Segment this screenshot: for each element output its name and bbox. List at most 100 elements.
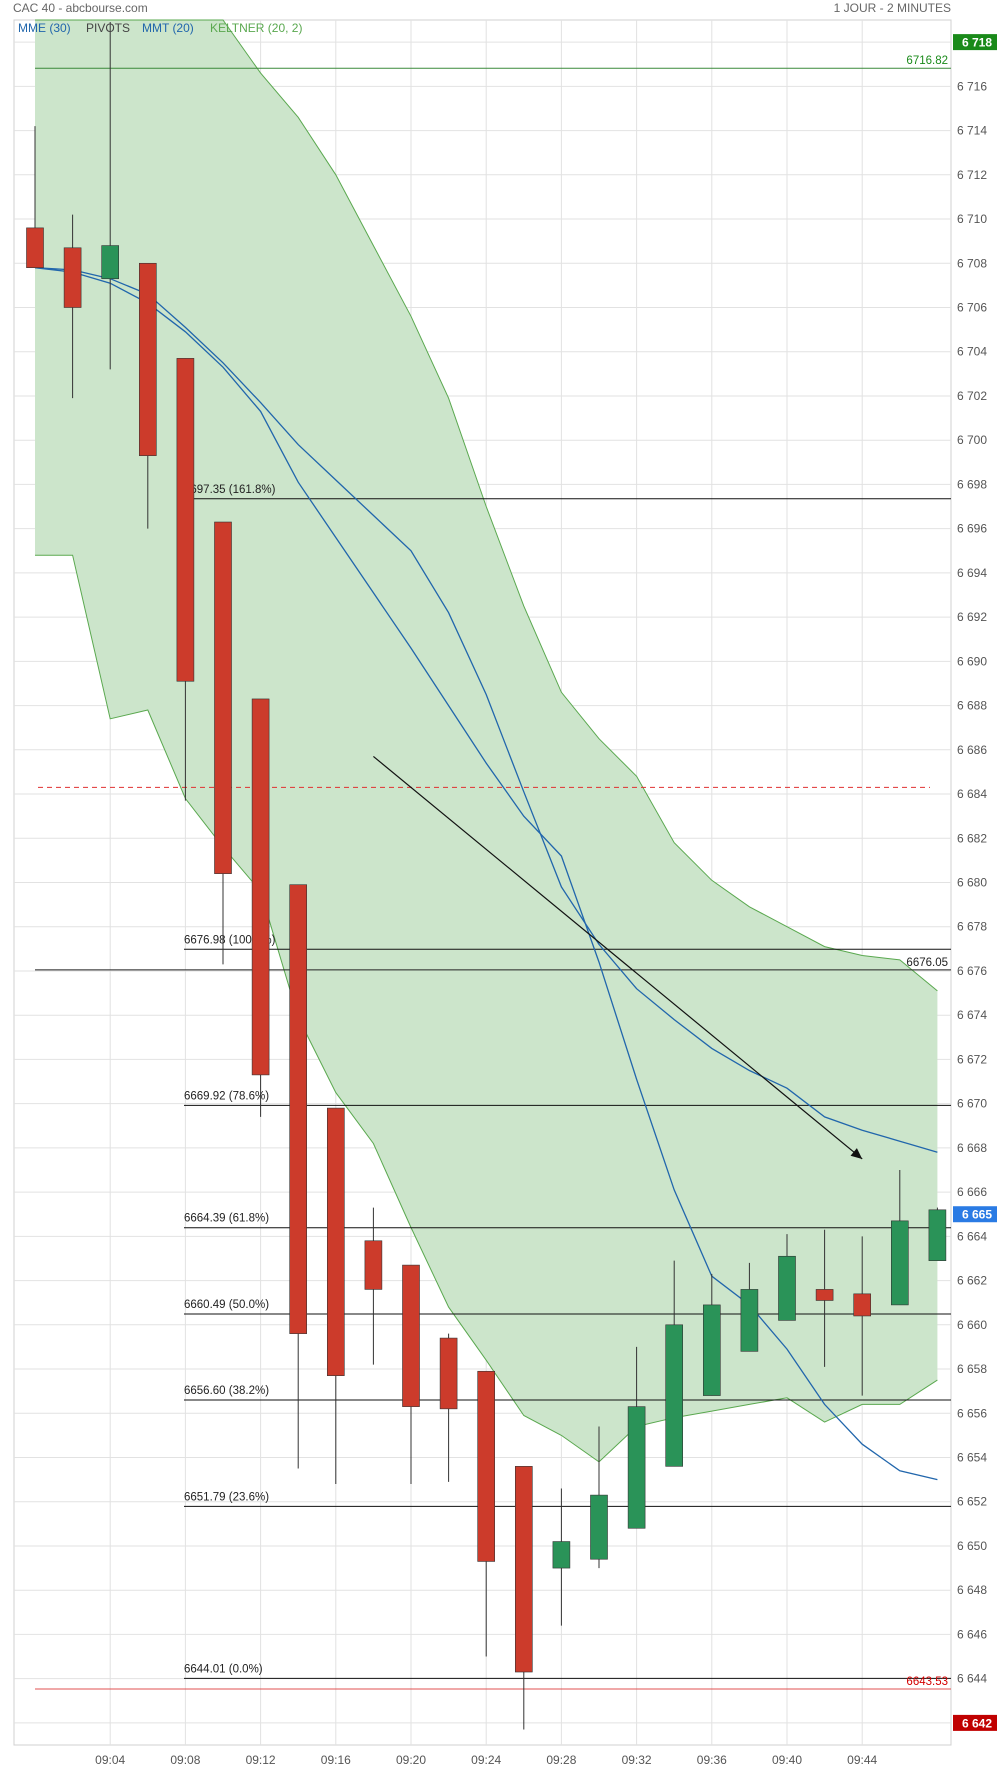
- candle-body: [853, 1293, 872, 1317]
- candle: [251, 698, 270, 1117]
- moving-averages: [34, 267, 938, 1481]
- x-tick-label: 09:08: [170, 1753, 200, 1767]
- candle-body: [326, 1107, 345, 1376]
- y-tick-label: 6 646: [957, 1627, 987, 1641]
- y-tick-label: 6 676: [957, 964, 987, 978]
- y-tick-label: 6 704: [957, 345, 987, 359]
- fib-label: 6656.60 (38.2%): [184, 1385, 269, 1397]
- x-tick-label: 09:12: [246, 1753, 276, 1767]
- legend-mme: MME (30): [18, 21, 71, 35]
- price-tag: 6 718: [953, 34, 997, 51]
- candle: [439, 1333, 458, 1482]
- candle-body: [815, 1289, 834, 1301]
- keltner-fill: [35, 20, 938, 1462]
- candle: [627, 1346, 646, 1529]
- legend-pivots: PIVOTS: [86, 21, 130, 35]
- x-tick-label: 09:40: [772, 1753, 802, 1767]
- candle-body: [778, 1255, 796, 1321]
- y-tick-label: 6 672: [957, 1052, 987, 1066]
- y-tick-label: 6 648: [957, 1583, 987, 1597]
- fib-label: 6644.01 (0.0%): [184, 1663, 263, 1675]
- candle-body: [665, 1324, 684, 1467]
- y-tick-label: 6 662: [957, 1274, 987, 1288]
- price-tag: 6 642: [953, 1714, 997, 1731]
- fib-label: 6669.92 (78.6%): [184, 1090, 269, 1102]
- x-tick-label: 09:28: [546, 1753, 576, 1767]
- candle-body: [176, 358, 195, 682]
- candle-body: [251, 698, 270, 1076]
- y-tick-label: 6 668: [957, 1141, 987, 1155]
- candle-body: [439, 1337, 458, 1410]
- candle-body: [928, 1209, 947, 1261]
- price-tag-label: 6 642: [962, 1716, 992, 1730]
- y-tick-label: 6 654: [957, 1451, 987, 1465]
- candle-body: [890, 1220, 909, 1306]
- candle-body: [214, 521, 232, 874]
- x-tick-label: 09:24: [471, 1753, 501, 1767]
- level-label: 6676.05: [906, 957, 948, 969]
- legend-keltner: KELTNER (20, 2): [210, 21, 302, 35]
- x-tick-label: 09:32: [622, 1753, 652, 1767]
- candle-body: [364, 1240, 383, 1290]
- candle: [815, 1229, 834, 1367]
- y-tick-label: 6 692: [957, 610, 987, 624]
- candle: [890, 1170, 909, 1306]
- x-tick-label: 09:20: [396, 1753, 426, 1767]
- price-tag: 6 665: [953, 1206, 997, 1223]
- y-tick-label: 6 674: [957, 1008, 987, 1022]
- trend-arrow-head: [850, 1148, 863, 1159]
- trend-arrow: [373, 755, 863, 1160]
- candle-body: [514, 1466, 533, 1673]
- y-tick-label: 6 660: [957, 1318, 987, 1332]
- level-label: 6643.53: [906, 1676, 948, 1688]
- y-tick-label: 6 652: [957, 1495, 987, 1509]
- candle: [402, 1264, 420, 1485]
- candle-body: [477, 1370, 496, 1562]
- legend-mmt: MMT (20): [142, 21, 194, 35]
- y-tick-label: 6 658: [957, 1362, 987, 1376]
- y-tick-label: 6 706: [957, 301, 987, 315]
- y-tick-label: 6 682: [957, 831, 987, 845]
- candle: [552, 1488, 571, 1626]
- x-axis: 09:04 09:08 09:12 09:16 09:20 09:24 09:28 09:32…: [95, 1753, 877, 1767]
- y-tick-label: 6 690: [957, 654, 987, 668]
- trend-arrow-line: [373, 755, 863, 1160]
- y-tick-label: 6 712: [957, 168, 987, 182]
- candle: [702, 1273, 721, 1396]
- chart-period: 1 JOUR - 2 MINUTES: [834, 1, 951, 15]
- y-tick-label: 6 710: [957, 212, 987, 226]
- mme30-line: [34, 267, 938, 1153]
- y-tick-label: 6 666: [957, 1185, 987, 1199]
- price-tag-box: [953, 1714, 997, 1731]
- candle: [665, 1260, 684, 1467]
- fib-label: 6697.35 (161.8%): [184, 484, 276, 496]
- price-tag-box: [953, 34, 997, 51]
- x-tick-label: 09:44: [847, 1753, 877, 1767]
- y-tick-label: 6 716: [957, 79, 987, 93]
- candle-body: [402, 1264, 420, 1407]
- y-tick-label: 6 698: [957, 477, 987, 491]
- candle: [477, 1370, 496, 1657]
- candle: [853, 1236, 872, 1396]
- y-tick-label: 6 708: [957, 256, 987, 270]
- x-tick-label: 09:36: [697, 1753, 727, 1767]
- candle: [740, 1262, 759, 1352]
- candle: [63, 214, 82, 399]
- price-tag-label: 6 718: [962, 36, 992, 50]
- chart-title: CAC 40 - abcbourse.com: [13, 1, 148, 15]
- y-tick-label: 6 670: [957, 1097, 987, 1111]
- y-tick-label: 6 696: [957, 522, 987, 536]
- candle: [139, 262, 157, 529]
- fib-label: 6660.49 (50.0%): [184, 1299, 269, 1311]
- x-tick-label: 09:04: [95, 1753, 125, 1767]
- y-tick-label: 6 700: [957, 433, 987, 447]
- y-tick-label: 6 694: [957, 566, 987, 580]
- y-tick-label: 6 656: [957, 1406, 987, 1420]
- fib-label: 6664.39 (61.8%): [184, 1213, 269, 1225]
- y-tick-label: 6 678: [957, 920, 987, 934]
- candle-body: [139, 262, 157, 456]
- candle: [928, 1207, 947, 1261]
